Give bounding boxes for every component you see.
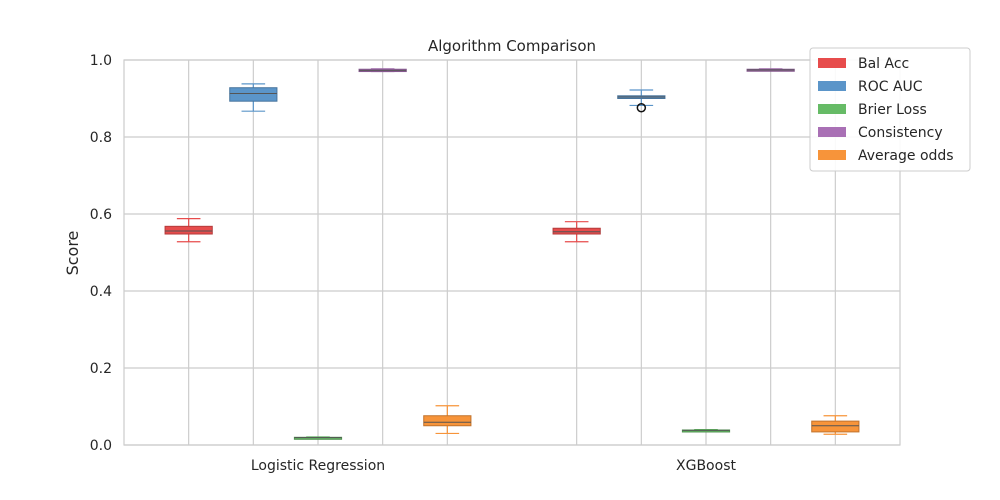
grid (124, 59, 900, 446)
legend-label: Bal Acc (858, 56, 909, 72)
legend-label: ROC AUC (858, 79, 923, 95)
y-axis-title: Score (63, 231, 82, 276)
box-body (552, 227, 601, 235)
legend-label: Brier Loss (858, 102, 927, 118)
box-brier-loss (293, 436, 343, 440)
box-consistency (358, 68, 407, 73)
box-body (229, 87, 278, 102)
y-tick-label: 0.4 (90, 284, 112, 300)
chart-title: Algorithm Comparison (428, 37, 596, 55)
box-body (423, 415, 472, 427)
legend-swatch (818, 127, 846, 137)
boxes (164, 68, 860, 440)
y-tick-label: 0.0 (90, 438, 112, 454)
box-average-odds (423, 405, 472, 435)
legend: Bal Acc ROC AUC Brier Loss Consistency Avera… (809, 47, 971, 172)
box-bal-acc (552, 221, 601, 243)
legend-swatch (818, 58, 846, 68)
legend-label: Consistency (858, 125, 943, 141)
box-roc-auc (617, 89, 666, 113)
y-tick-label: 1.0 (90, 53, 112, 69)
legend-frame (809, 47, 971, 172)
outlier-point (636, 102, 647, 113)
legend-label: Average odds (858, 148, 954, 164)
y-axis: 0.0 0.2 0.4 0.6 0.8 1.0 (90, 53, 112, 454)
y-tick-label: 0.8 (90, 130, 112, 146)
box-consistency (746, 68, 795, 72)
box-brier-loss (681, 429, 731, 433)
box-body (811, 420, 860, 433)
x-axis: Logistic Regression XGBoost (251, 458, 737, 474)
x-tick-label: XGBoost (676, 458, 736, 474)
box-body (164, 225, 213, 235)
legend-swatch (818, 150, 846, 160)
box-average-odds (811, 415, 860, 435)
box-roc-auc (229, 83, 278, 112)
x-tick-label: Logistic Regression (251, 458, 385, 474)
legend-swatch (818, 104, 846, 114)
plot-area (123, 59, 901, 446)
legend-swatch (818, 81, 846, 91)
y-tick-label: 0.6 (90, 207, 112, 223)
y-tick-label: 0.2 (90, 361, 112, 377)
box-bal-acc (164, 218, 213, 243)
